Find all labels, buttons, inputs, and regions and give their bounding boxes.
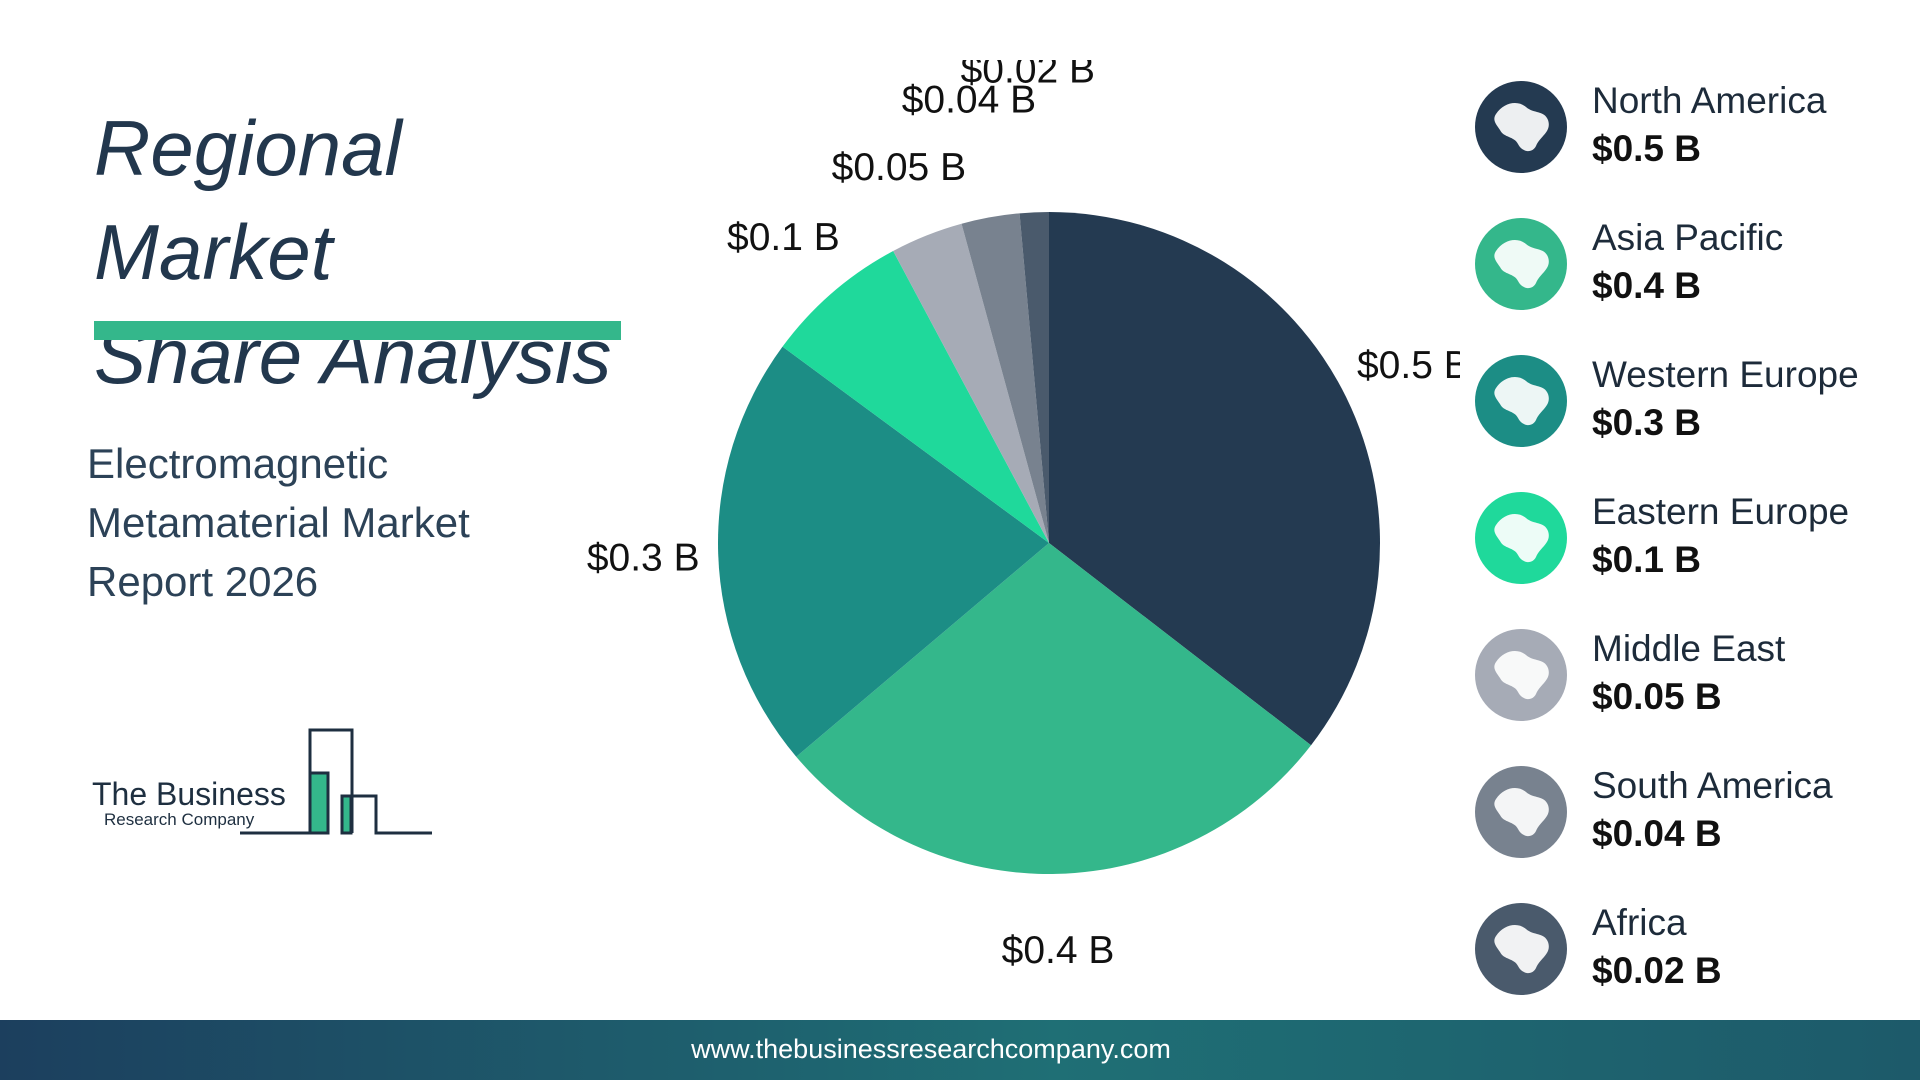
footer-bar: www.thebusinessresearchcompany.com	[0, 1020, 1920, 1080]
pie-label-north-america: $0.5 B	[1357, 344, 1460, 387]
subtitle-line-3: Report 2026	[87, 558, 319, 605]
legend-item-western-europe: Western Europe $0.3 B	[1470, 354, 1910, 454]
title-line-1: Regional Market	[94, 104, 402, 296]
legend-label: Middle East	[1592, 628, 1786, 669]
pie-slice-middle-east	[893, 223, 1049, 544]
title-underline-bar	[94, 321, 621, 340]
legend-item-south-america: South America $0.04 B	[1470, 765, 1910, 865]
legend-value: $0.05 B	[1592, 676, 1722, 717]
legend-value: $0.4 B	[1592, 265, 1702, 306]
legend-item-asia-pacific: Asia Pacific $0.4 B	[1470, 217, 1910, 317]
legend-label: South America	[1592, 765, 1833, 806]
pie-slice-western-europe	[718, 346, 1049, 757]
legend-label: Africa	[1592, 902, 1687, 943]
logo-text-line-2: Research Company	[104, 810, 255, 829]
pie-slice-north-america	[1049, 212, 1380, 746]
pie-label-asia-pacific: $0.4 B	[1002, 929, 1115, 972]
footer-website-url[interactable]: www.thebusinessresearchcompany.com	[691, 1034, 1171, 1064]
legend-item-middle-east: Middle East $0.05 B	[1470, 628, 1910, 728]
pie-label-eastern-europe: $0.1 B	[727, 216, 840, 259]
legend-item-africa: Africa $0.02 B	[1470, 902, 1910, 1002]
company-logo: The Business Research Company	[90, 728, 440, 840]
logo-text-line-1: The Business	[92, 776, 286, 812]
regional-share-pie-chart: $0.5 B $0.4 B $0.3 B $0.1 B $0.05 B $0.04 B$0…	[587, 60, 1460, 972]
legend-value: $0.5 B	[1592, 128, 1702, 169]
legend-label: Eastern Europe	[1592, 491, 1850, 532]
report-subtitle: Electromagnetic Metamaterial Market Repo…	[87, 434, 547, 611]
middle-east-globe-icon	[1474, 628, 1568, 722]
pie-slice-asia-pacific	[796, 543, 1312, 875]
legend-value: $0.02 B	[1592, 950, 1722, 991]
eastern-europe-globe-icon	[1474, 491, 1568, 585]
legend-label: Western Europe	[1592, 354, 1859, 395]
legend-item-north-america: North America $0.5 B	[1470, 80, 1910, 180]
pie-labels: $0.5 B $0.4 B $0.3 B $0.1 B $0.05 B $0.04 B$0…	[587, 60, 1460, 972]
pie-label-western-europe: $0.3 B	[587, 537, 700, 580]
logo-buildings-graphic	[240, 728, 432, 835]
legend-label: Asia Pacific	[1592, 217, 1784, 258]
legend-value: $0.04 B	[1592, 813, 1722, 854]
legend-value: $0.3 B	[1592, 402, 1702, 443]
subtitle-line-2: Metamaterial Market	[87, 499, 470, 546]
legend-value: $0.1 B	[1592, 539, 1702, 580]
south-america-globe-icon	[1474, 765, 1568, 859]
pie-slice-south-america	[961, 213, 1049, 543]
pie-slice-eastern-europe	[782, 250, 1049, 543]
legend-item-eastern-europe: Eastern Europe $0.1 B	[1470, 491, 1910, 591]
pie-label-africa: $0.02 B	[961, 60, 1095, 92]
africa-globe-icon	[1474, 902, 1568, 996]
legend-label: North America	[1592, 80, 1827, 121]
pie-label-middle-east: $0.05 B	[832, 146, 966, 189]
pie-slices	[718, 212, 1380, 875]
pie-slice-africa	[1019, 212, 1049, 543]
north-america-globe-icon	[1474, 80, 1568, 174]
subtitle-line-1: Electromagnetic	[87, 440, 389, 487]
asia-pacific-globe-icon	[1474, 217, 1568, 311]
pie-label-south-america: $0.04 B	[902, 79, 1036, 122]
western-europe-globe-icon	[1474, 354, 1568, 448]
